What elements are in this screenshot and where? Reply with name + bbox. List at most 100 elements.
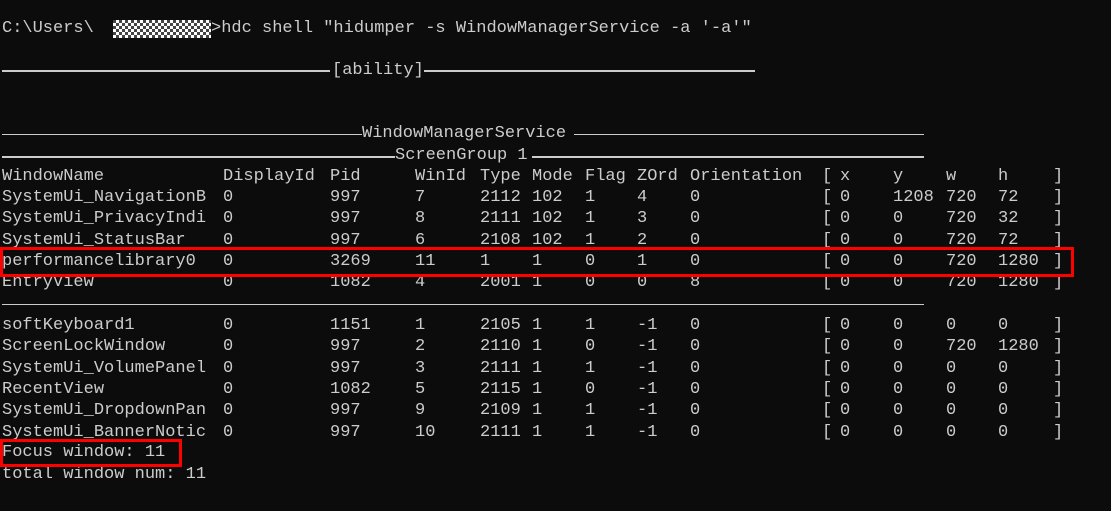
cell-h: 0 xyxy=(998,422,1009,442)
cell-y: 0 xyxy=(893,251,904,271)
cell-h: 72 xyxy=(998,188,1019,207)
cell-pid: 1082 xyxy=(330,379,371,399)
divider xyxy=(574,134,924,135)
cell-flag: Flag xyxy=(585,167,626,186)
cell-pid: 1082 xyxy=(330,273,371,293)
cell-bracket-close: ] xyxy=(1053,188,1064,207)
cell-w: 720 xyxy=(946,230,977,250)
cell-orientation: 0 xyxy=(690,209,701,229)
cell-z-ord: -1 xyxy=(637,401,658,421)
cell-display-id: 0 xyxy=(223,401,234,421)
focus-window: Focus window: 11 xyxy=(2,443,166,462)
cell-type: 2111 xyxy=(480,422,521,442)
cell-y: 0 xyxy=(893,230,904,250)
cell-y: 0 xyxy=(893,337,904,357)
cell-z-ord: 3 xyxy=(637,209,648,229)
cell-display-id: 0 xyxy=(223,230,234,250)
divider xyxy=(2,156,395,158)
divider xyxy=(2,134,362,135)
cell-y: y xyxy=(893,167,904,186)
cell-bracket-close: ] xyxy=(1053,316,1064,335)
cell-flag: 0 xyxy=(585,337,596,357)
cell-y: 0 xyxy=(893,358,904,378)
cell-h: h xyxy=(998,167,1009,186)
cell-flag: 1 xyxy=(585,422,596,442)
cell-orientation: 0 xyxy=(690,379,701,399)
cell-win-id: 3 xyxy=(415,358,426,378)
section-service: WindowManagerService xyxy=(362,124,567,143)
cell-y: 0 xyxy=(893,209,904,229)
cell-pid: 997 xyxy=(330,401,361,421)
cell-display-id: 0 xyxy=(223,209,234,229)
cell-window-name: SystemUi_StatusBar xyxy=(2,230,186,250)
cell-flag: 1 xyxy=(585,358,596,378)
cell-y: 1208 xyxy=(893,188,934,207)
cell-window-name: RecentView xyxy=(2,379,105,399)
cell-mode: 1 xyxy=(532,422,543,442)
cell-display-id: DisplayId xyxy=(223,167,315,186)
cell-y: 0 xyxy=(893,273,904,293)
cell-mode: Mode xyxy=(532,167,573,186)
cell-display-id: 0 xyxy=(223,337,234,357)
cell-display-id: 0 xyxy=(223,379,234,399)
cell-win-id: 6 xyxy=(415,230,426,250)
cell-w: w xyxy=(946,167,957,186)
cell-x: 0 xyxy=(840,273,851,293)
cell-flag: 1 xyxy=(585,316,596,335)
cell-pid: 997 xyxy=(330,188,361,207)
cell-mode: 1 xyxy=(532,379,543,399)
cell-type: 2109 xyxy=(480,401,521,421)
cell-flag: 1 xyxy=(585,230,596,250)
command-line: >hdc shell "hidumper -s WindowManagerSer… xyxy=(211,19,752,38)
cell-mode: 1 xyxy=(532,273,543,293)
cell-window-name: ScreenLockWindow xyxy=(2,337,166,357)
cell-h: 0 xyxy=(998,379,1009,399)
cell-bracket-open: [ xyxy=(822,358,833,378)
divider xyxy=(424,70,755,72)
cell-z-ord: 4 xyxy=(637,188,648,207)
cell-x: 0 xyxy=(840,316,851,335)
cell-window-name: SystemUi_PrivacyIndi xyxy=(2,209,207,229)
cell-mode: 1 xyxy=(532,251,543,271)
cell-pid: 997 xyxy=(330,209,361,229)
cell-z-ord: -1 xyxy=(637,358,658,378)
cell-mode: 102 xyxy=(532,188,563,207)
cell-w: 0 xyxy=(946,316,957,335)
cell-display-id: 0 xyxy=(223,422,234,442)
cell-x: 0 xyxy=(840,379,851,399)
cell-flag: 0 xyxy=(585,251,596,271)
cell-type: 2115 xyxy=(480,379,521,399)
cell-win-id: 10 xyxy=(415,422,436,442)
cell-bracket-open: [ xyxy=(822,188,833,207)
cell-display-id: 0 xyxy=(223,316,234,335)
cell-type: 2001 xyxy=(480,273,521,293)
cell-h: 1280 xyxy=(998,273,1039,293)
cell-x: 0 xyxy=(840,230,851,250)
cell-bracket-close: ] xyxy=(1053,337,1064,357)
cell-orientation: 0 xyxy=(690,337,701,357)
cell-win-id: 7 xyxy=(415,188,426,207)
cell-w: 720 xyxy=(946,251,977,271)
cell-window-name: softKeyboard1 xyxy=(2,316,135,335)
cell-flag: 0 xyxy=(585,273,596,293)
cell-bracket-open: [ xyxy=(822,316,833,335)
cell-h: 32 xyxy=(998,209,1019,229)
divider xyxy=(2,70,330,72)
cell-pid: 3269 xyxy=(330,251,371,271)
cell-bracket-close: ] xyxy=(1053,401,1064,421)
cell-z-ord: 2 xyxy=(637,230,648,250)
highlight-box-focus xyxy=(0,439,182,467)
cell-w: 0 xyxy=(946,358,957,378)
cell-orientation: 0 xyxy=(690,230,701,250)
cell-bracket-open: [ xyxy=(822,167,833,186)
cell-pid: 1151 xyxy=(330,316,371,335)
cell-pid: 997 xyxy=(330,337,361,357)
cell-flag: 1 xyxy=(585,401,596,421)
cell-z-ord: -1 xyxy=(637,316,658,335)
highlight-box-row xyxy=(0,247,1074,277)
cell-bracket-open: [ xyxy=(822,401,833,421)
cell-type: 2105 xyxy=(480,316,521,335)
cell-pid: Pid xyxy=(330,167,361,186)
cell-flag: 0 xyxy=(585,379,596,399)
cell-bracket-close: ] xyxy=(1053,422,1064,442)
